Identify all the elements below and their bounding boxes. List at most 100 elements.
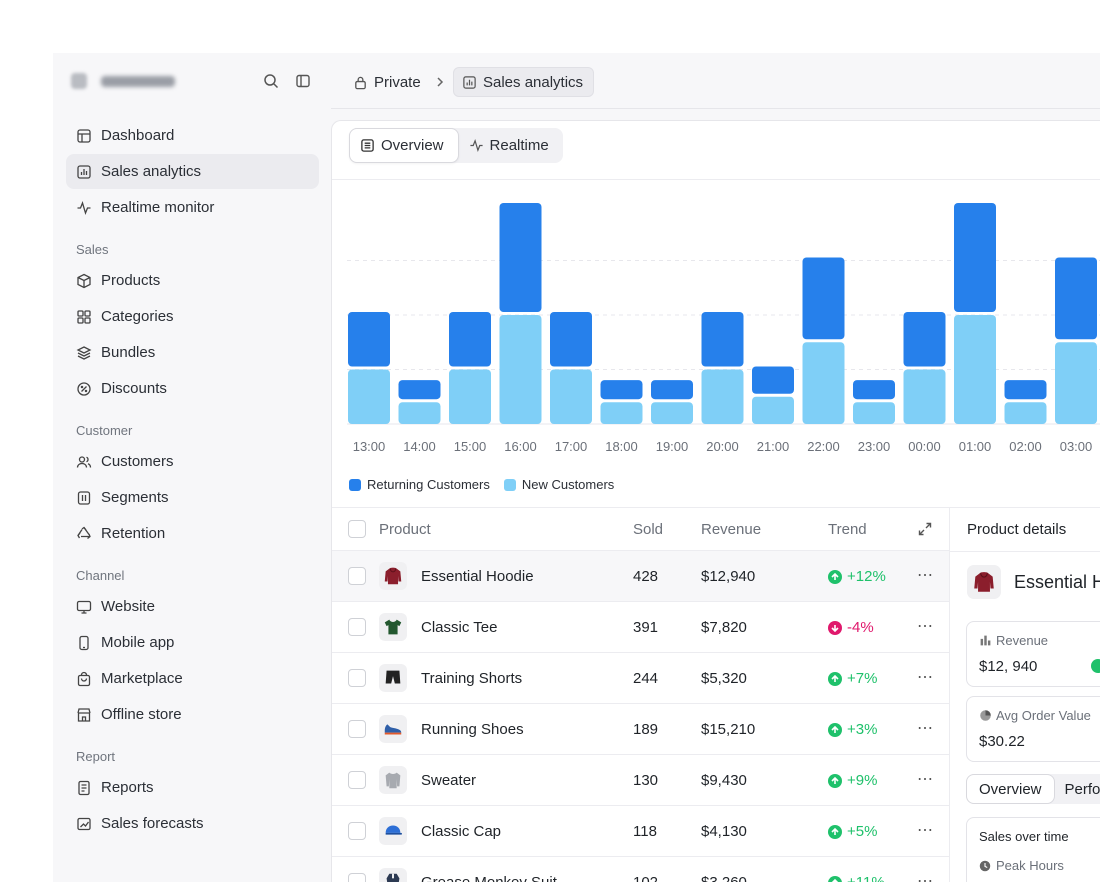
sidebar-toggle-icon[interactable] [293,71,313,91]
header-sold[interactable]: Sold [633,521,664,538]
sidebar-item-products[interactable]: Products [66,263,319,298]
trend-value: +3% [828,721,877,738]
row-checkbox[interactable] [348,618,366,636]
table-row[interactable]: Classic Tee 391 $7,820 -4% ⋯ [332,602,949,653]
bar-returning-customers[interactable] [701,312,744,367]
more-options-icon[interactable]: ⋯ [917,669,934,686]
row-checkbox[interactable] [348,771,366,789]
row-checkbox[interactable] [348,567,366,585]
header-revenue[interactable]: Revenue [701,521,762,538]
sidebar-item-bundles[interactable]: Bundles [66,335,319,370]
revenue-label: Revenue [979,633,1048,648]
bar-returning-customers[interactable] [954,203,996,312]
expand-icon[interactable] [917,521,933,541]
row-checkbox[interactable] [348,669,366,687]
sidebar-item-offline-store[interactable]: Offline store [66,697,319,732]
table-row[interactable]: Training Shorts 244 $5,320 +7% ⋯ [332,653,949,704]
x-tick-label: 23:00 [857,439,891,454]
bar-returning-customers[interactable] [802,257,845,340]
header-trend[interactable]: Trend [828,521,867,538]
bar-new-customers[interactable] [954,315,996,424]
search-icon[interactable] [261,71,281,91]
bar-returning-customers[interactable] [853,380,895,400]
bar-returning-customers[interactable] [1004,380,1047,400]
bar-new-customers[interactable] [752,396,794,424]
bar-returning-customers[interactable] [398,380,441,400]
sidebar-item-customers[interactable]: Customers [66,444,319,479]
bar-new-customers[interactable] [499,315,542,424]
sidebar-item-marketplace[interactable]: Marketplace [66,661,319,696]
bar-new-customers[interactable] [903,369,946,425]
bar-returning-customers[interactable] [903,312,946,367]
sidebar-item-reports[interactable]: Reports [66,770,319,805]
product-name: Classic Cap [421,823,502,840]
bar-new-customers[interactable] [853,402,895,424]
bar-new-customers[interactable] [348,369,390,425]
bar-returning-customers[interactable] [449,312,491,367]
table-row[interactable]: Essential Hoodie 428 $12,940 +12% ⋯ [332,551,949,602]
table-row[interactable]: Grease Monkey Suit 102 $3,260 +11% ⋯ [332,857,949,882]
breadcrumb-sales-analytics[interactable]: Sales analytics [453,67,595,97]
row-checkbox[interactable] [348,720,366,738]
more-options-icon[interactable]: ⋯ [917,822,934,839]
sidebar-item-retention[interactable]: Retention [66,516,319,551]
table-row[interactable]: Running Shoes 189 $15,210 +3% ⋯ [332,704,949,755]
bar-returning-customers[interactable] [752,366,794,394]
details-tab-performance[interactable]: Perfo [1064,780,1100,798]
bar-new-customers[interactable] [1055,342,1097,424]
sidebar-item-segments[interactable]: Segments [66,480,319,515]
bar-returning-customers[interactable] [550,312,592,367]
sidebar-item-sales-analytics[interactable]: Sales analytics [66,154,319,189]
bar-returning-customers[interactable] [499,203,542,312]
more-options-icon[interactable]: ⋯ [917,720,934,737]
legend-item-new[interactable]: New Customers [503,477,614,492]
tab-realtime[interactable]: Realtime [459,128,563,163]
header-product[interactable]: Product [379,521,431,538]
more-options-icon[interactable]: ⋯ [917,567,934,584]
bar-new-customers[interactable] [701,369,744,425]
bar-new-customers[interactable] [802,342,845,424]
sidebar-item-website[interactable]: Website [66,589,319,624]
bar-returning-customers[interactable] [600,380,643,400]
select-all-checkbox[interactable] [348,520,366,538]
more-options-icon[interactable]: ⋯ [917,873,934,882]
product-thumbnail [379,664,407,692]
breadcrumb-private[interactable]: Private [353,67,421,97]
grid-icon [77,309,91,324]
workspace-logo [71,73,87,89]
sidebar-item-dashboard[interactable]: Dashboard [66,118,319,153]
bar-new-customers[interactable] [651,402,693,424]
row-checkbox[interactable] [348,873,366,882]
more-options-icon[interactable]: ⋯ [917,771,934,788]
details-tab-overview[interactable]: Overview [966,774,1055,804]
sold-value: 102 [633,874,658,882]
bar-returning-customers[interactable] [348,312,390,367]
workspace-switcher[interactable] [71,70,175,92]
row-checkbox[interactable] [348,822,366,840]
main-content: Overview Realtime 13:00 14:00 15:00 16:00 17… [331,120,1100,882]
bar-returning-customers[interactable] [651,380,693,400]
tab-overview[interactable]: Overview [349,128,459,163]
sidebar-item-label: Sales analytics [101,163,202,180]
more-options-icon[interactable]: ⋯ [917,618,934,635]
table-row[interactable]: Classic Cap 118 $4,130 +5% ⋯ [332,806,949,857]
arrow-up-icon [828,824,842,839]
bar-new-customers[interactable] [550,369,592,425]
sidebar-item-discounts[interactable]: Discounts [66,371,319,406]
sidebar-item-categories[interactable]: Categories [66,299,319,334]
sidebar-item-realtime-monitor[interactable]: Realtime monitor [66,190,319,225]
bar-new-customers[interactable] [1004,402,1047,424]
sidebar-item-mobile-app[interactable]: Mobile app [66,625,319,660]
x-tick-label: 20:00 [706,439,739,454]
card-label-text: Avg Order Value [996,708,1091,723]
sidebar-item-sales-forecasts[interactable]: Sales forecasts [66,806,319,841]
table-header: Product Sold Revenue Trend [332,508,949,551]
bar-returning-customers[interactable] [1055,257,1097,340]
bar-new-customers[interactable] [449,369,491,425]
trend-value: +5% [828,823,877,840]
bar-new-customers[interactable] [600,402,643,424]
legend-item-returning[interactable]: Returning Customers [349,477,490,492]
table-row[interactable]: Sweater 130 $9,430 +9% ⋯ [332,755,949,806]
bar-new-customers[interactable] [398,402,441,424]
trend-value: +12% [828,568,886,585]
